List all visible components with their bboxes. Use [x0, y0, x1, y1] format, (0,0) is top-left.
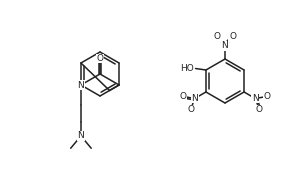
- Text: N: N: [78, 132, 84, 140]
- Text: O: O: [179, 92, 186, 101]
- Text: O: O: [229, 32, 236, 41]
- Text: N: N: [222, 41, 228, 50]
- Text: HO: HO: [180, 64, 194, 73]
- Text: O: O: [214, 32, 221, 41]
- Text: N: N: [252, 94, 259, 103]
- Text: O: O: [97, 54, 104, 63]
- Text: N: N: [191, 94, 198, 103]
- Text: N: N: [78, 81, 84, 89]
- Text: O: O: [264, 92, 271, 101]
- Text: O: O: [187, 105, 194, 114]
- Text: O: O: [256, 105, 263, 114]
